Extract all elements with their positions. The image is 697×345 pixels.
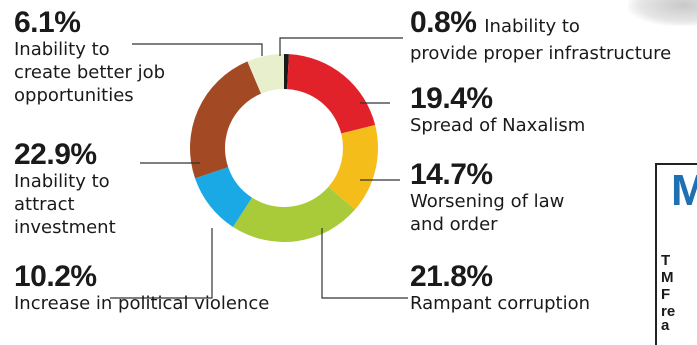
donut-slice-6 <box>247 54 284 94</box>
label-law-line2: and order <box>410 214 498 235</box>
donut-slice-3 <box>233 186 355 242</box>
side-panel-line1: T <box>661 252 671 269</box>
label-investment-line1: Inability to <box>14 171 110 192</box>
label-jobs-line2: create better job <box>14 62 166 83</box>
label-infrastructure: 0.8% Inability to provide proper infrast… <box>410 8 671 65</box>
donut-slices <box>189 54 378 242</box>
leader-lines <box>110 37 408 299</box>
label-violence: 10.2% Increase in political violence <box>14 262 269 315</box>
side-panel-initial: M <box>671 166 697 215</box>
side-panel-fragment: M T M F re a <box>655 163 697 345</box>
donut-chart <box>110 37 408 299</box>
leader-line-infrastructure <box>279 37 403 56</box>
label-law-pct: 14.7% <box>410 158 493 191</box>
corner-photo-fragment <box>628 0 697 26</box>
label-infrastructure-pct-row: 0.8% Inability to <box>410 8 671 42</box>
side-panel-line3: F <box>661 286 671 303</box>
leader-line-corruption <box>321 228 408 299</box>
label-investment-pct: 22.9% <box>14 138 97 171</box>
donut-slice-1 <box>287 54 376 134</box>
leader-line-jobs <box>132 43 263 56</box>
donut-slice-4 <box>195 167 252 227</box>
side-panel-line2: M <box>661 269 674 286</box>
label-corruption-line1: Rampant corruption <box>410 293 591 314</box>
label-naxalism: 19.4% Spread of Naxalism <box>410 84 585 137</box>
donut-slice-2 <box>328 124 378 210</box>
label-jobs-line3: opportunities <box>14 85 134 106</box>
label-investment-line3: investment <box>14 217 116 238</box>
label-infrastructure-line1: provide proper infrastructure <box>410 43 672 64</box>
label-law-line1: Worsening of law <box>410 191 565 212</box>
label-violence-pct: 10.2% <box>14 260 97 293</box>
label-law: 14.7% Worsening of law and order <box>410 160 564 236</box>
label-investment-line2: attract <box>14 194 75 215</box>
side-panel-line5: a <box>661 317 670 334</box>
label-naxalism-line1: Spread of Naxalism <box>410 115 586 136</box>
label-jobs-line1: Inability to <box>14 39 110 60</box>
donut-slice-5 <box>189 61 262 179</box>
label-infrastructure-pct: 0.8% <box>410 6 477 39</box>
label-corruption-pct: 21.8% <box>410 260 493 293</box>
label-investment: 22.9% Inability to attract investment <box>14 140 116 239</box>
label-jobs-pct: 6.1% <box>14 6 81 39</box>
donut-slice-0 <box>284 54 289 90</box>
side-panel-line4: re <box>661 303 676 320</box>
label-corruption: 21.8% Rampant corruption <box>410 262 590 315</box>
label-violence-line1: Increase in political violence <box>14 293 270 314</box>
label-jobs: 6.1% Inability to create better job oppo… <box>14 8 165 107</box>
leader-line-violence <box>110 228 213 299</box>
label-infrastructure-inline: Inability to <box>484 16 580 37</box>
label-naxalism-pct: 19.4% <box>410 82 493 115</box>
